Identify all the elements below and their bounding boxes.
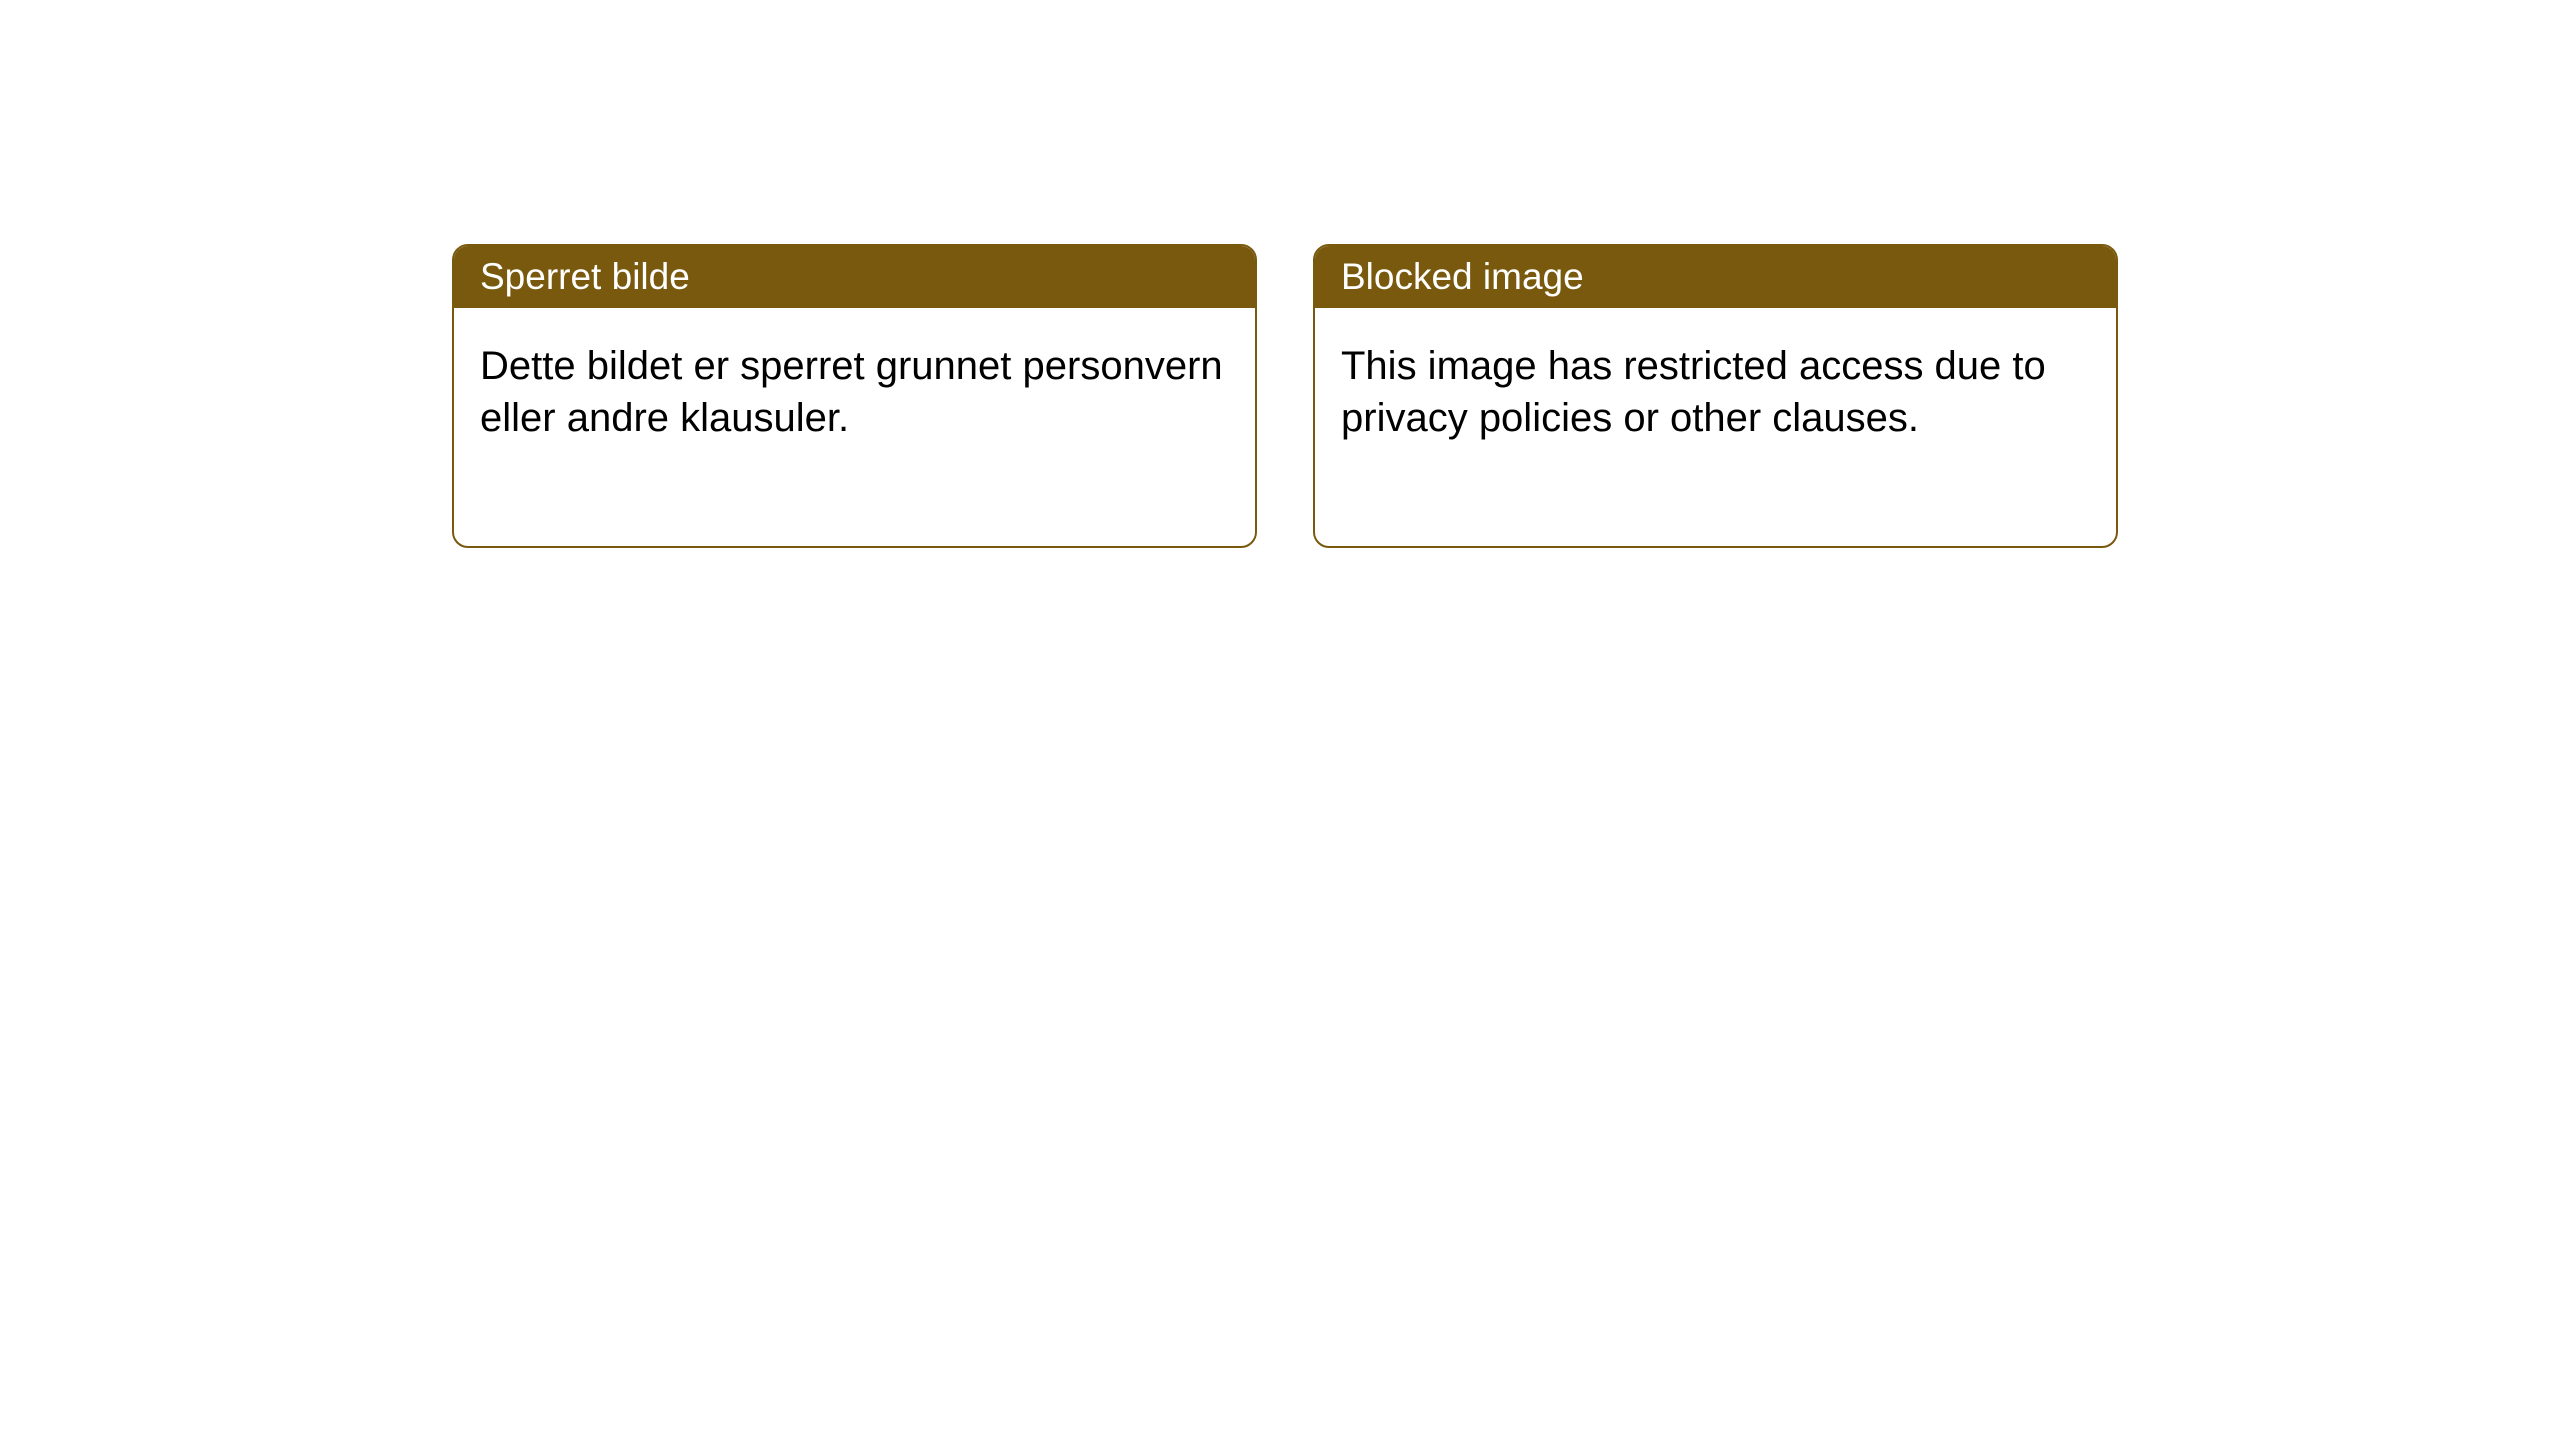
notice-card-norwegian: Sperret bilde Dette bildet er sperret gr…	[452, 244, 1257, 548]
notice-title: Sperret bilde	[454, 246, 1255, 308]
notice-body: Dette bildet er sperret grunnet personve…	[454, 308, 1255, 546]
notice-body: This image has restricted access due to …	[1315, 308, 2116, 546]
notice-card-english: Blocked image This image has restricted …	[1313, 244, 2118, 548]
notice-container: Sperret bilde Dette bildet er sperret gr…	[0, 0, 2560, 548]
notice-title: Blocked image	[1315, 246, 2116, 308]
